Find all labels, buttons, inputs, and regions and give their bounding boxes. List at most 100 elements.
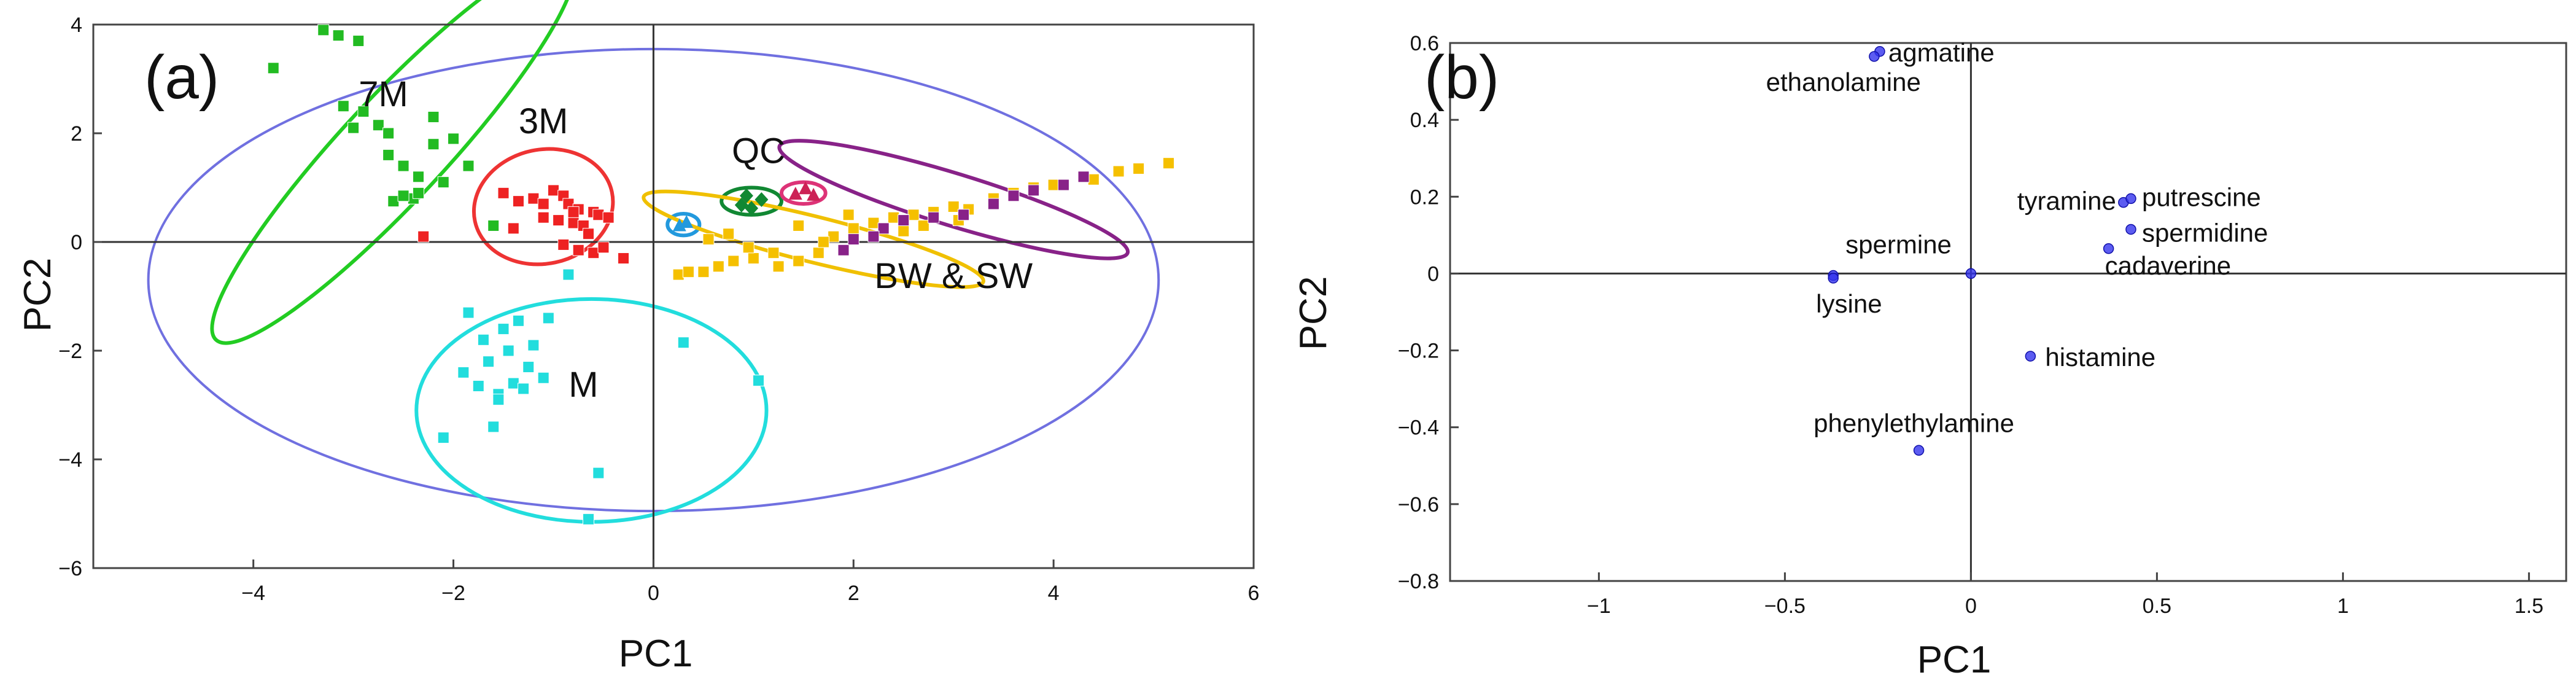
panel-a-y-tick-label: −2 <box>58 340 82 363</box>
point-m <box>487 421 500 433</box>
point-m <box>518 383 530 395</box>
loading-label-ethanolamine: ethanolamine <box>1766 68 1921 96</box>
loading-point-ethanolamine <box>1869 51 1880 62</box>
point-sw <box>898 214 910 227</box>
point-m <box>562 268 575 281</box>
panel-a-x-tick-label: −4 <box>241 582 265 605</box>
panel-b-x-tick-label: 1 <box>2337 594 2349 618</box>
panel-a-x-tick-label: 2 <box>848 582 859 605</box>
loading-label-phenylethylamine: phenylethylamine <box>1814 408 2014 437</box>
point-m <box>437 432 449 444</box>
loading-label-spermine: spermine <box>1845 230 1952 259</box>
point-7m <box>332 29 344 42</box>
point-bw <box>898 225 910 237</box>
point-bw <box>742 241 755 254</box>
point-bw <box>727 255 740 267</box>
point-m <box>583 513 595 525</box>
point-bw <box>723 228 735 240</box>
loading-label-histamine: histamine <box>2045 343 2155 372</box>
panel-a-y-axis-title: PC2 <box>17 258 59 332</box>
group-annotation: BW & SW <box>874 256 1033 296</box>
point-qcpink <box>807 187 821 201</box>
panel-b-x-tick-label: −0.5 <box>1764 594 1806 618</box>
panel-a-y-tick-label: 4 <box>71 14 82 37</box>
point-bw <box>747 252 759 265</box>
point-3m <box>572 244 584 256</box>
point-7m <box>413 171 425 183</box>
panel-b-y-tick-label: 0.4 <box>1410 109 1439 132</box>
point-3m <box>597 241 610 254</box>
point-bw <box>772 260 785 273</box>
point-qc <box>755 192 769 207</box>
point-bw <box>702 233 715 246</box>
panel-b-y-tick-label: −0.8 <box>1398 570 1439 593</box>
point-3m <box>497 187 510 199</box>
point-bw <box>828 230 840 243</box>
panel-a-label: (a) <box>144 43 219 112</box>
point-7m <box>382 127 395 139</box>
point-bw <box>1047 179 1060 191</box>
point-sw <box>1028 184 1040 197</box>
panel-a-y-tick-label: −4 <box>58 448 82 472</box>
point-bw <box>842 209 855 221</box>
point-3m <box>583 228 595 240</box>
point-m <box>752 375 764 387</box>
point-m <box>527 339 540 351</box>
point-7m <box>448 133 460 145</box>
panel-b-y-tick-label: −0.4 <box>1398 416 1439 440</box>
ellipse-qcblue <box>665 211 702 238</box>
point-qcblue <box>672 218 686 232</box>
point-7m <box>352 35 365 47</box>
point-7m <box>437 176 449 189</box>
point-qcblue <box>680 215 694 228</box>
point-7m <box>427 138 440 150</box>
point-7m <box>487 219 500 232</box>
panel-a-x-tick-label: 6 <box>1248 582 1260 605</box>
point-qcpink <box>799 181 813 195</box>
point-m <box>512 314 524 327</box>
point-bw <box>947 200 960 212</box>
point-m <box>492 394 505 406</box>
panel-b-x-tick-label: 0.5 <box>2143 594 2171 618</box>
point-qc <box>745 201 759 216</box>
point-bw <box>817 236 829 248</box>
ellipse-7m <box>210 0 577 345</box>
point-m <box>472 380 484 392</box>
group-annotation: 7M <box>359 74 408 114</box>
point-3m <box>592 209 605 221</box>
point-7m <box>397 160 409 172</box>
point-7m <box>413 187 425 199</box>
loading-point-cadaverine <box>2103 243 2114 254</box>
loading-point-histamine <box>2025 351 2036 362</box>
panel-a-y-tick-label: 0 <box>71 231 82 254</box>
point-bw <box>887 211 899 224</box>
point-sw <box>867 230 880 243</box>
point-3m <box>567 217 580 229</box>
point-sw <box>987 198 999 210</box>
point-m <box>537 372 549 384</box>
point-bw <box>1112 165 1125 177</box>
point-sw <box>928 211 940 224</box>
panel-a-y-tick-label: −6 <box>58 557 82 580</box>
loading-point-lysine <box>1828 273 1839 284</box>
panel-b-x-axis-title: PC1 <box>1917 639 1992 681</box>
point-m <box>477 333 489 346</box>
loading-point-phenylethylamine <box>1913 445 1925 456</box>
point-3m <box>557 238 570 251</box>
loading-label-cadaverine: cadaverine <box>2105 251 2231 280</box>
panel-b: −1 −0.5 0 0.5 1 1.5 −0.8 −0.6 −0.4 −0.2 0 0.2 0.4 0.6… <box>1292 32 2567 681</box>
point-m <box>502 345 514 357</box>
ellipse-sw <box>777 139 1130 260</box>
point-m <box>497 323 510 335</box>
point-7m <box>382 149 395 161</box>
loading-label-spermidine: spermidine <box>2142 218 2268 247</box>
point-7m <box>427 111 440 123</box>
point-bw <box>793 219 805 232</box>
point-7m <box>317 24 330 36</box>
panel-b-y-tick-label: 0.2 <box>1410 185 1439 209</box>
group-annotation: M <box>568 365 598 405</box>
loading-label-tyramine: tyramine <box>2017 187 2116 216</box>
point-7m <box>372 119 384 131</box>
panel-b-y-tick-label: 0 <box>1427 262 1439 286</box>
panel-b-label: (b) <box>1424 43 1499 112</box>
